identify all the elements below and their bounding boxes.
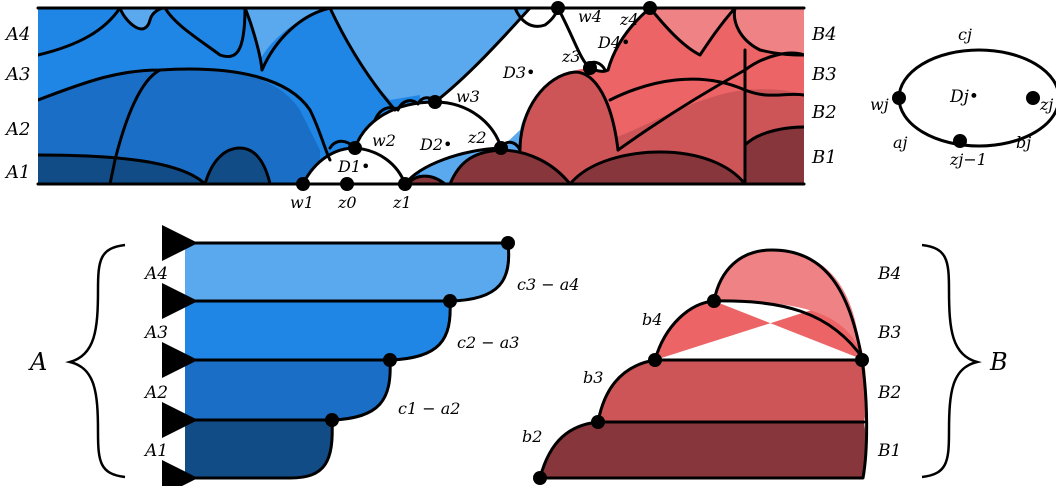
label-w1: w1	[290, 193, 314, 212]
label-w4: w4	[578, 7, 602, 26]
b-brace	[921, 243, 982, 479]
a-layer-1	[185, 420, 333, 478]
region-b4	[650, 8, 804, 55]
strip-right-label-b1: B1	[811, 147, 837, 168]
disk-label-left-arc: aj	[893, 133, 908, 152]
a-point-1	[325, 413, 339, 427]
b-side-label-2: b2	[522, 427, 542, 446]
b-label-4: B4	[877, 264, 901, 284]
strip-right-label-b3: B3	[811, 64, 837, 85]
a-stack: A4 A3 A2 A1 c3 − a4 c2 − a3 c1 − a2 A	[28, 225, 579, 486]
b-brace-label: B	[989, 348, 1008, 376]
a-label-3: A3	[143, 323, 168, 343]
strip-left-label-a1: A1	[4, 162, 30, 183]
point-z3	[583, 61, 597, 75]
strip-left-label-a4: A4	[4, 24, 30, 45]
a-arrow-label-top: c3 − a4	[517, 275, 579, 294]
b-point-4	[707, 294, 721, 308]
point-w2	[348, 141, 362, 155]
a-brace-label: A	[28, 348, 47, 376]
disk-label-top: cj	[958, 25, 972, 44]
b-label-2: B2	[877, 383, 901, 403]
point-w3	[428, 95, 442, 109]
strip-left-label-a2: A2	[4, 119, 30, 140]
label-z1: z1	[392, 193, 412, 212]
point-z4	[643, 1, 657, 15]
disk-label-center: Dj•	[949, 87, 979, 107]
disk-label-right: zj	[1039, 95, 1053, 114]
label-w2: w2	[372, 131, 396, 150]
point-z0	[340, 177, 354, 191]
label-z3: z3	[561, 47, 581, 66]
a-point-top	[501, 236, 515, 250]
a-arrow-label-mid: c2 − a3	[457, 333, 519, 352]
disk-label-left: wj	[870, 95, 889, 114]
label-w3: w3	[456, 87, 480, 106]
disk-3	[435, 8, 590, 148]
point-w1	[296, 177, 310, 191]
a-point-2	[383, 353, 397, 367]
disk-point-left	[892, 91, 906, 105]
b-label-3: B3	[877, 323, 901, 343]
b-point-3	[648, 353, 662, 367]
b-point-bottom	[533, 471, 547, 485]
label-d1: D1•	[337, 157, 370, 176]
disk-label-right-arc: bj	[1016, 133, 1031, 152]
point-z1	[398, 177, 412, 191]
a-label-4: A4	[143, 264, 168, 284]
disk-point-bottom	[953, 134, 967, 148]
a-layer-4	[185, 243, 509, 301]
region-a1	[38, 155, 205, 184]
label-d4: D4•	[597, 33, 630, 52]
disk-label-bottom: zj−1	[949, 150, 987, 169]
b-label-1: B1	[877, 441, 901, 461]
region-b2-left	[520, 72, 618, 184]
b-side-label-4: b4	[642, 310, 662, 329]
label-d3: D3•	[502, 63, 535, 82]
disk-diagram: cj Dj• wj zj aj zj−1 bj	[870, 25, 1056, 169]
label-z4: z4	[619, 10, 639, 29]
label-z2: z2	[467, 128, 487, 147]
strip-points	[296, 1, 657, 191]
disk-point-right	[1026, 91, 1040, 105]
b-stack: b4 b3 b2 B4 B3 B2 B1 B	[522, 243, 1008, 485]
strip-right-label-b4: B4	[811, 24, 837, 45]
a-label-1: A1	[143, 441, 168, 461]
a-point-3	[443, 294, 457, 308]
strip-left-label-a3: A3	[4, 64, 30, 85]
b-layer-4	[714, 250, 864, 360]
strip-right-label-b2: B2	[811, 102, 837, 123]
label-z0: z0	[337, 193, 357, 212]
b-layer-1	[540, 422, 866, 478]
b-layer-2	[598, 360, 867, 422]
a-layer-2	[185, 360, 391, 420]
label-d2: D2•	[419, 135, 452, 154]
region-b1	[408, 127, 804, 184]
b-side-label-3: b3	[583, 368, 603, 387]
a-brace	[65, 243, 126, 479]
b-point-right	[855, 353, 869, 367]
point-z2	[494, 141, 508, 155]
a-layer-3	[185, 301, 451, 360]
a-label-2: A2	[143, 383, 168, 403]
strip	[38, 8, 804, 184]
a-arrow-label-low: c1 − a2	[398, 399, 460, 418]
b-point-2	[591, 415, 605, 429]
point-w4	[551, 1, 565, 15]
